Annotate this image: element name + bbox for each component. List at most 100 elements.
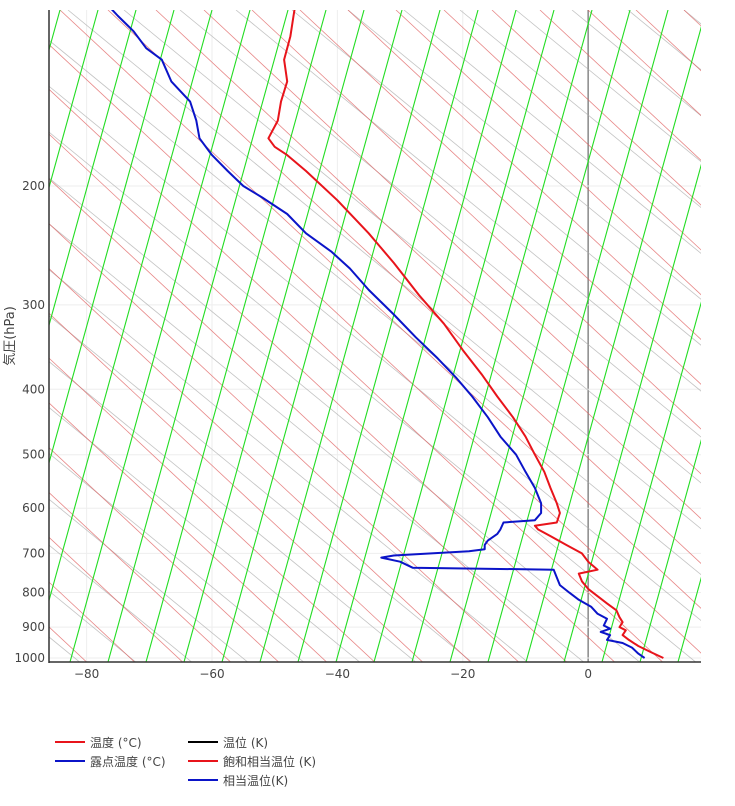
moist-adiabat — [491, 10, 701, 206]
legend-label: 飽和相当温位 (K) — [223, 754, 317, 769]
mixing-ratio-line — [221, 10, 403, 662]
moist-adiabat — [49, 491, 232, 662]
moist-adiabat — [203, 10, 701, 475]
moist-adiabat — [59, 10, 701, 609]
y-tick-label: 1000 — [14, 651, 45, 665]
mixing-ratio-line — [183, 10, 365, 662]
moist-adiabat — [107, 10, 701, 565]
dry-adiabat — [403, 10, 701, 254]
x-tick-label: −20 — [450, 667, 475, 681]
dry-adiabat — [49, 498, 249, 662]
y-tick-label: 500 — [22, 448, 45, 462]
mixing-ratio-line — [373, 10, 555, 662]
background-lines — [49, 10, 735, 662]
axes-layer — [48, 10, 701, 663]
y-tick-label: 300 — [22, 298, 45, 312]
y-tick-label: 700 — [22, 546, 45, 560]
dry-adiabat — [49, 85, 701, 622]
moist-adiabat — [683, 10, 701, 27]
moist-adiabat — [49, 88, 664, 662]
moist-adiabat — [49, 43, 701, 654]
dry-adiabat — [49, 315, 473, 662]
dry-adiabat — [459, 10, 701, 209]
y-tick-label: 800 — [22, 586, 45, 600]
mixing-ratio-line — [107, 10, 289, 662]
mixing-ratio-line — [449, 10, 631, 662]
legend-label: 温度 (°C) — [90, 735, 142, 750]
mixing-ratio-line — [601, 301, 701, 662]
y-tick-label: 900 — [22, 620, 45, 634]
mixing-ratio-line — [487, 10, 669, 662]
mixing-ratio-line — [49, 10, 137, 328]
legend-swatch — [188, 741, 218, 743]
moist-adiabat — [49, 357, 376, 662]
legend-item-potential-temperature[interactable]: 温位 (K) — [188, 733, 268, 751]
moist-adiabat — [49, 312, 424, 662]
legend-label: 相当温位(K) — [223, 773, 289, 788]
tick-labels: −80 −60 −40 −20 0 200 300 400 500 600 700 800 900 100… — [14, 179, 592, 681]
dry-adiabat — [49, 590, 137, 662]
moist-adiabat — [49, 267, 472, 662]
mixing-ratio-line — [69, 10, 251, 662]
dry-adiabat — [49, 39, 701, 576]
mixing-ratio-line — [563, 163, 701, 662]
mixing-ratio-line — [49, 10, 99, 190]
moist-adiabat — [587, 10, 701, 117]
moist-adiabat — [443, 10, 701, 251]
legend-item-dewpoint[interactable]: 露点温度 (°C) — [55, 752, 166, 770]
legend-label: 露点温度 (°C) — [90, 754, 166, 769]
mixing-ratio-line — [49, 10, 213, 603]
dry-adiabat — [235, 10, 701, 392]
dry-adiabat — [67, 10, 701, 530]
moist-adiabat — [251, 10, 701, 430]
legend-swatch — [55, 741, 85, 743]
dry-adiabat — [49, 361, 417, 662]
moist-adiabat — [539, 10, 701, 161]
y-tick-label: 400 — [22, 382, 45, 396]
legend-item-equivalent-potential-temperature[interactable]: 相当温位(K) — [188, 771, 288, 789]
mixing-ratio-line — [525, 26, 701, 662]
dry-adiabat — [179, 10, 701, 438]
mixing-ratio-line — [259, 10, 441, 662]
mixing-ratio-line — [49, 10, 175, 465]
y-tick-label: 600 — [22, 501, 45, 515]
mixing-ratio-line — [411, 10, 593, 662]
legend-swatch — [55, 760, 85, 762]
x-tick-label: −60 — [199, 667, 224, 681]
moist-adiabat — [49, 223, 520, 662]
dry-adiabat — [291, 10, 701, 346]
mixing-ratio-line — [677, 576, 701, 662]
moist-adiabat — [299, 10, 701, 385]
mixing-ratio-line — [145, 10, 327, 662]
series-layer — [110, 10, 664, 659]
mixing-ratio-line — [716, 10, 735, 662]
x-tick-label: −40 — [325, 667, 350, 681]
moist-adiabat — [49, 178, 568, 662]
legend-item-temperature[interactable]: 温度 (°C) — [55, 733, 142, 751]
y-axis-label: 気圧(hPa) — [2, 306, 18, 366]
legend-swatch — [188, 779, 218, 781]
dry-adiabat — [123, 10, 701, 484]
moist-adiabat — [49, 581, 136, 662]
moist-adiabat — [49, 402, 328, 662]
dry-adiabat — [49, 544, 193, 662]
dry-adiabat — [683, 10, 701, 25]
legend-item-saturated-equivalent-potential-temperature[interactable]: 飽和相当温位 (K) — [188, 752, 316, 770]
moist-adiabat — [395, 10, 701, 296]
temperature-line — [267, 10, 664, 659]
x-tick-label: −80 — [74, 667, 99, 681]
dry-adiabat — [49, 223, 585, 662]
dry-adiabat — [49, 452, 305, 662]
dewpoint-line — [110, 10, 646, 659]
mixing-ratio-line — [335, 10, 517, 662]
x-tick-label: 0 — [584, 667, 592, 681]
dry-adiabat — [49, 131, 697, 662]
legend-label: 温位 (K) — [223, 735, 269, 750]
moist-adiabat — [49, 536, 184, 662]
dry-adiabat — [627, 10, 701, 71]
mixing-ratio-line — [297, 10, 479, 662]
legend: 温度 (°C) 露点温度 (°C) 温位 (K) 飽和相当温位 (K) 相当温位… — [55, 733, 455, 793]
dry-adiabat — [515, 10, 701, 163]
moist-adiabat — [49, 447, 280, 662]
